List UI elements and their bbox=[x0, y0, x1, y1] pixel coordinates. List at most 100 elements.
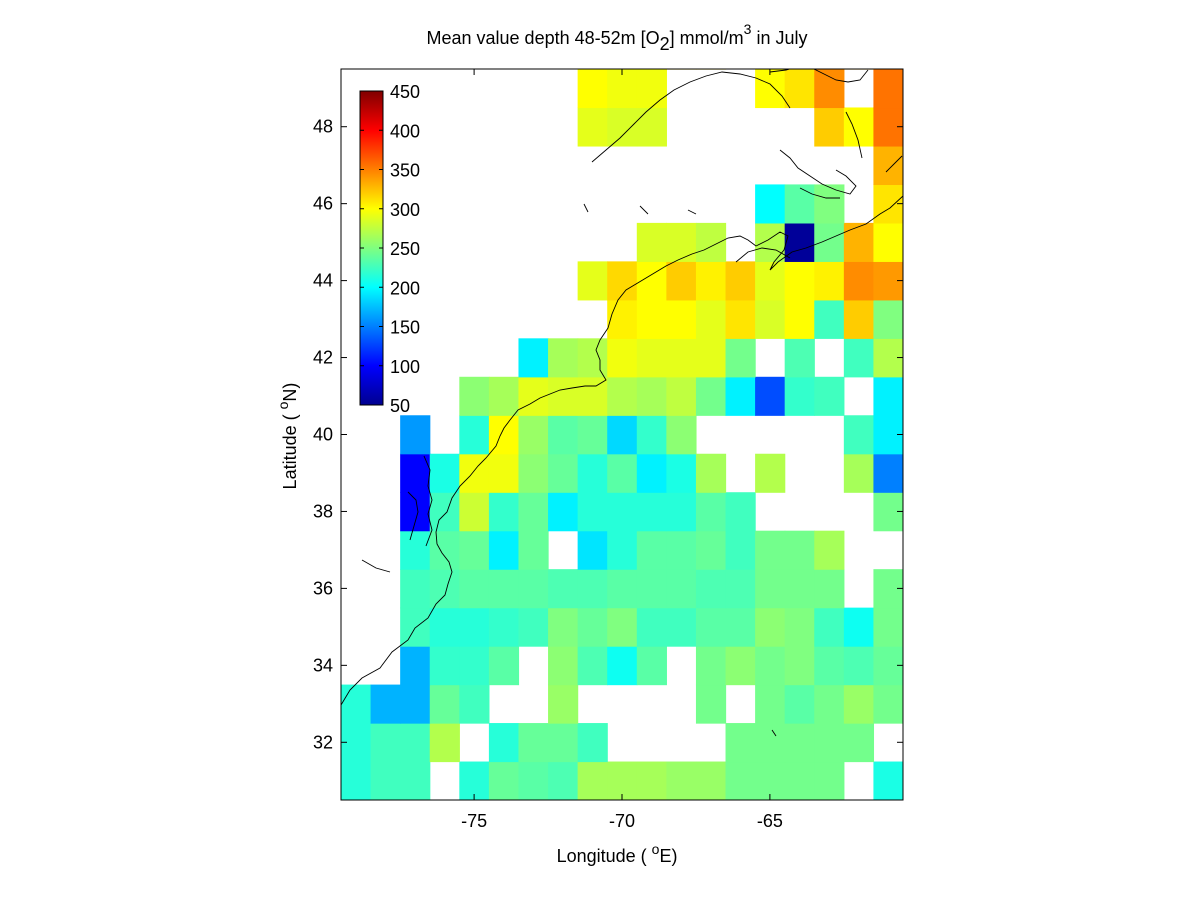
heatmap-cell bbox=[784, 684, 815, 724]
heatmap-cell bbox=[607, 492, 638, 532]
heatmap-cell bbox=[784, 723, 815, 763]
heatmap-cell bbox=[784, 69, 815, 109]
title-superscript: 3 bbox=[744, 21, 752, 37]
heatmap-cell bbox=[400, 415, 431, 455]
heatmap-cell bbox=[843, 222, 875, 262]
heatmap-cell bbox=[518, 723, 549, 763]
heatmap-cell bbox=[903, 646, 933, 685]
heatmap-cell bbox=[755, 222, 786, 262]
heatmap-cell bbox=[843, 299, 875, 339]
heatmap-cell bbox=[518, 453, 549, 493]
heatmap-cell bbox=[814, 607, 845, 647]
heatmap-cell bbox=[607, 69, 638, 109]
heatmap-cell bbox=[784, 338, 815, 378]
heatmap-cell bbox=[695, 376, 727, 416]
heatmap-cell bbox=[370, 761, 401, 800]
heatmap-cell bbox=[695, 530, 727, 570]
heatmap-cell bbox=[548, 761, 579, 800]
heatmap-cell bbox=[429, 530, 460, 570]
heatmap-cell bbox=[400, 492, 431, 532]
heatmap-cell bbox=[548, 569, 579, 609]
heatmap-cell bbox=[666, 761, 697, 800]
heatmap-cell bbox=[873, 299, 903, 339]
heatmap-cell bbox=[814, 261, 845, 301]
heatmap-cell bbox=[725, 723, 756, 763]
heatmap-cell bbox=[636, 607, 667, 647]
heatmap-cell bbox=[577, 723, 608, 763]
colorbar-tick-label: 200 bbox=[390, 278, 420, 298]
heatmap-cell bbox=[400, 607, 431, 647]
heatmap-cell bbox=[577, 415, 608, 455]
heatmap-cell bbox=[577, 761, 608, 800]
heatmap-cell bbox=[548, 684, 579, 724]
heatmap-cell bbox=[695, 222, 727, 262]
heatmap-cell bbox=[577, 107, 608, 147]
heatmap-cell bbox=[577, 376, 608, 416]
heatmap-cell bbox=[725, 530, 756, 570]
title-subscript: 2 bbox=[660, 34, 670, 54]
colorbar-tick-label: 400 bbox=[390, 121, 420, 141]
heatmap-cell bbox=[488, 761, 520, 800]
heatmap-cell bbox=[577, 530, 608, 570]
heatmap-cell bbox=[873, 376, 903, 416]
heatmap-cell bbox=[695, 492, 727, 532]
heatmap-cell bbox=[518, 492, 549, 532]
heatmap-cell bbox=[725, 376, 756, 416]
heatmap-cell bbox=[577, 607, 608, 647]
heatmap-cell bbox=[843, 69, 875, 70]
heatmap-cell bbox=[873, 607, 903, 647]
y-axis-label: Latitude ( oN) bbox=[275, 383, 300, 490]
heatmap-cell bbox=[666, 492, 697, 532]
heatmap-cell bbox=[755, 69, 786, 109]
heatmap-cell bbox=[725, 338, 756, 378]
heatmap-cell bbox=[459, 530, 490, 570]
y-tick-label: 32 bbox=[313, 732, 333, 752]
colorbar-ticks: 50 100 150 200 250 300 350 400 450 bbox=[360, 82, 420, 416]
heatmap-cell bbox=[814, 222, 845, 262]
heatmap-cell bbox=[459, 415, 490, 455]
heatmap-cell bbox=[843, 646, 875, 686]
heatmap-cell bbox=[814, 299, 845, 339]
y-tick-label: 46 bbox=[313, 194, 333, 214]
heatmap-cell bbox=[577, 646, 608, 686]
heatmap-cell bbox=[488, 607, 520, 647]
y-tick-label: 44 bbox=[313, 271, 333, 291]
heatmap-cell bbox=[459, 607, 490, 647]
heatmap-cell bbox=[459, 761, 490, 800]
heatmap-cell bbox=[843, 107, 875, 147]
heatmap-cell bbox=[784, 607, 815, 647]
heatmap-cell bbox=[459, 492, 490, 532]
heatmap-cell bbox=[400, 684, 431, 724]
heatmap-cell bbox=[548, 453, 579, 493]
plot-area: -75 -70 -65 32 34 36 38 40 42 44 46 48 bbox=[313, 68, 933, 831]
heatmap-cell bbox=[903, 184, 933, 223]
y-tick-label: 42 bbox=[313, 348, 333, 368]
heatmap-cell bbox=[636, 569, 667, 609]
heatmap-cell bbox=[548, 376, 579, 416]
heatmap-cell bbox=[518, 761, 549, 800]
heatmap-cell bbox=[814, 184, 845, 224]
y-tick-label: 36 bbox=[313, 578, 333, 598]
heatmap-cell bbox=[784, 761, 815, 800]
y-tick-label: 40 bbox=[313, 425, 333, 445]
heatmap-cell bbox=[341, 761, 372, 800]
heatmap-cell bbox=[725, 492, 756, 532]
heatmap-cell bbox=[518, 415, 549, 455]
heatmap-cell bbox=[488, 376, 520, 416]
heatmap-cell bbox=[548, 492, 579, 532]
y-tick-label: 34 bbox=[313, 655, 333, 675]
heatmap-cell bbox=[370, 723, 401, 763]
x-axis: -75 -70 -65 bbox=[461, 69, 783, 831]
heatmap-cell bbox=[784, 222, 815, 262]
heatmap-cell bbox=[903, 223, 933, 262]
heatmap-cell bbox=[755, 376, 786, 416]
heatmap-cell bbox=[548, 607, 579, 647]
heatmap-cell bbox=[636, 646, 667, 686]
heatmap-cell bbox=[666, 261, 697, 301]
heatmap-cell bbox=[429, 723, 460, 763]
heatmap-cell bbox=[784, 569, 815, 609]
heatmap-cell bbox=[548, 646, 579, 686]
heatmap-cell bbox=[429, 569, 460, 609]
heatmap-cell bbox=[873, 222, 903, 262]
heatmap-cell bbox=[636, 107, 667, 147]
